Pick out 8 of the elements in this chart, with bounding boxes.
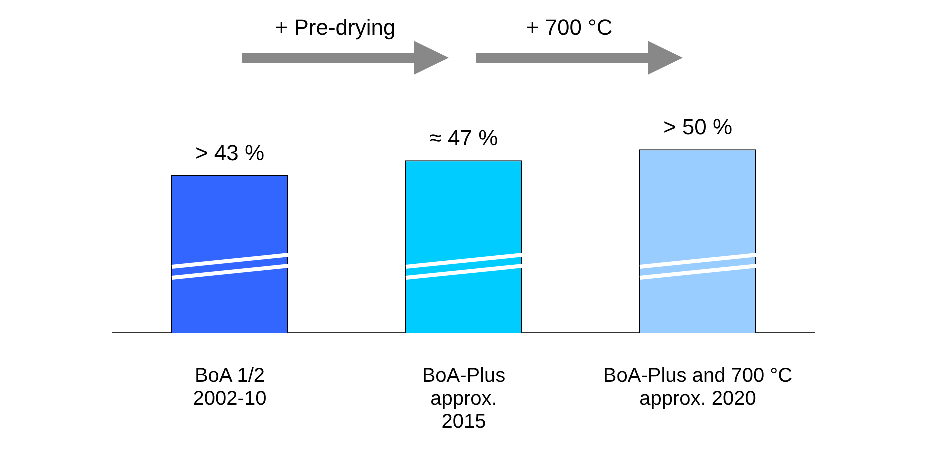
text: + Pre-drying [275, 15, 396, 41]
x-tick-label: BoA 1/2 2002-10 [193, 365, 267, 410]
x-tick-label: BoA-Plus and 700 °C approx. 2020 [603, 365, 793, 410]
data-label: > 43 % [195, 140, 265, 166]
text: + 700 °C [526, 15, 613, 41]
data-label: ≈ 47 % [430, 126, 498, 151]
x-tick-label: BoA-Plus approx. 2015 [422, 365, 506, 434]
data-label: > 50 % [663, 114, 733, 140]
